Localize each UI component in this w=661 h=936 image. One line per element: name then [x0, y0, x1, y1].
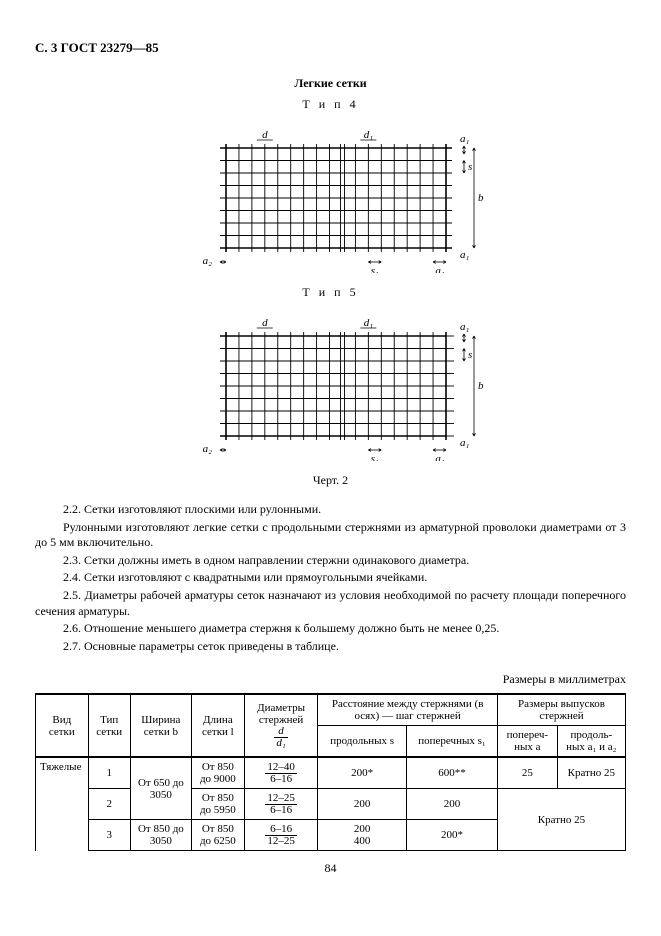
type4-label: Т и п 4	[35, 97, 626, 112]
page-number: 84	[35, 861, 626, 876]
para-2-2: 2.2. Сетки изготовляют плоскими или руло…	[35, 502, 626, 518]
para-2-6: 2.6. Отношение меньшего диаметра стержня…	[35, 621, 626, 637]
svg-text:a₁: a₁	[435, 265, 445, 273]
para-2-4: 2.4. Сетки изготовляют с квадратными или…	[35, 570, 626, 586]
svg-text:d₁: d₁	[363, 129, 373, 141]
type5-label: Т и п 5	[35, 285, 626, 300]
svg-text:b: b	[478, 380, 484, 392]
th-vid: Вид сетки	[36, 694, 89, 757]
svg-text:a₂: a₂	[202, 443, 212, 455]
table-row: Тяжелые 1 От 650 до 3050 От 850 до 9000 …	[36, 757, 626, 789]
figure-caption: Черт. 2	[35, 473, 626, 488]
table-row: 2 От 850 до 5950 12–256–16 200 200 Кратн…	[36, 789, 626, 820]
section-title: Легкие сетки	[35, 76, 626, 91]
th-shirina: Ширина сетки b	[130, 694, 191, 757]
th-vyp-pop: попереч-ных a	[497, 726, 557, 758]
svg-text:s₁: s₁	[370, 265, 378, 273]
svg-text:s: s	[468, 349, 472, 361]
table-units-note: Размеры в миллиметрах	[35, 672, 626, 687]
th-rasst-group: Расстояние между стержнями (в осях) — ша…	[318, 694, 498, 726]
th-diam: Диаметры стержней dd₁	[244, 694, 317, 757]
th-tip: Тип сетки	[88, 694, 130, 757]
svg-text:a₁: a₁	[460, 321, 470, 333]
th-vyp-group: Размеры выпусков стержней	[497, 694, 625, 726]
th-rasst-prod: продольных s	[318, 726, 407, 758]
svg-text:d: d	[262, 317, 268, 329]
svg-text:a₁: a₁	[460, 437, 470, 449]
svg-text:d: d	[262, 129, 268, 141]
th-rasst-pop: поперечных s₁	[407, 726, 498, 758]
parameters-table: Вид сетки Тип сетки Ширина сетки b Длина…	[35, 693, 626, 851]
svg-text:s: s	[468, 161, 472, 173]
diagram-type5: dd₁a₁sba₁a₂s₁a₁l	[35, 306, 626, 465]
th-dlina: Длина сетки l	[191, 694, 244, 757]
svg-text:b: b	[478, 192, 484, 204]
para-2-5: 2.5. Диаметры рабочей арматуры сеток наз…	[35, 588, 626, 619]
para-2-7: 2.7. Основные параметры сеток приведены …	[35, 639, 626, 655]
para-2-2a: Рулонными изготовляют легкие сетки с про…	[35, 520, 626, 551]
svg-text:d₁: d₁	[363, 317, 373, 329]
th-vyp-prod: продоль-ных a₁ и a₂	[557, 726, 625, 758]
svg-text:a₁: a₁	[460, 249, 470, 261]
page-header: С. 3 ГОСТ 23279—85	[35, 40, 626, 56]
para-2-3: 2.3. Сетки должны иметь в одном направле…	[35, 553, 626, 569]
svg-text:s₁: s₁	[370, 453, 378, 461]
svg-text:a₁: a₁	[460, 133, 470, 145]
svg-text:a₁: a₁	[435, 453, 445, 461]
svg-text:a₂: a₂	[202, 255, 212, 267]
diagram-type4: dd₁a₁sba₁a₂s₁a₁l	[35, 118, 626, 277]
